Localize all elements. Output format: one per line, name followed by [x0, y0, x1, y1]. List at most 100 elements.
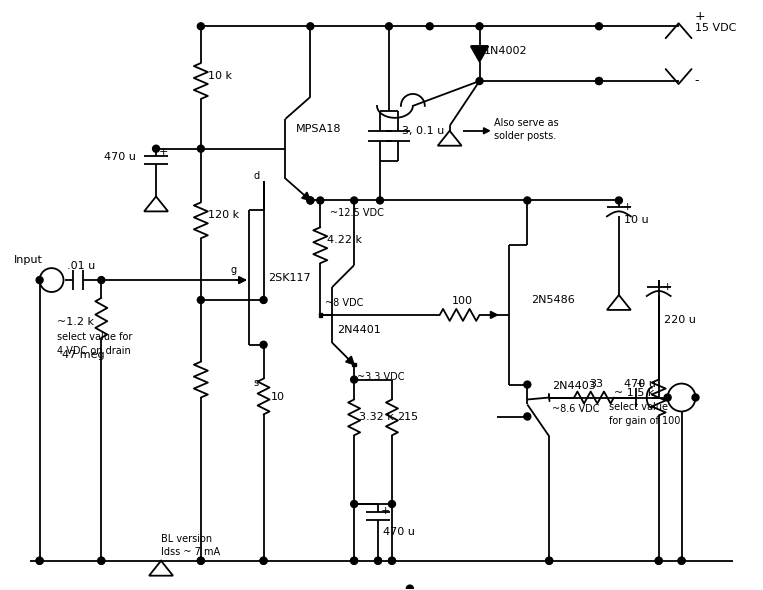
Circle shape — [307, 197, 314, 204]
Text: 10: 10 — [271, 392, 285, 402]
Circle shape — [546, 558, 552, 564]
Bar — [526, 416, 529, 419]
Text: 2N4401: 2N4401 — [337, 325, 381, 335]
Text: Also serve as: Also serve as — [494, 118, 559, 128]
Text: g: g — [230, 265, 237, 275]
Text: 2N4403: 2N4403 — [552, 381, 596, 391]
Circle shape — [678, 558, 685, 564]
Text: Input: Input — [14, 255, 43, 265]
Circle shape — [98, 558, 105, 564]
Circle shape — [307, 23, 314, 30]
Circle shape — [260, 297, 267, 303]
Text: 470 u: 470 u — [383, 527, 415, 537]
Text: ~3.3 VDC: ~3.3 VDC — [357, 372, 404, 382]
Text: 100: 100 — [452, 296, 472, 306]
Circle shape — [351, 376, 358, 383]
Circle shape — [153, 145, 159, 152]
Text: 1N4002: 1N4002 — [484, 46, 527, 56]
Text: select value for: select value for — [56, 332, 132, 342]
Text: d: d — [253, 171, 259, 181]
Text: +: + — [636, 379, 645, 389]
Circle shape — [524, 413, 531, 420]
Text: +: + — [381, 506, 391, 516]
Circle shape — [198, 558, 204, 564]
Circle shape — [388, 500, 395, 507]
Text: +: + — [663, 282, 672, 292]
Text: MPSA18: MPSA18 — [295, 124, 341, 134]
Text: 215: 215 — [397, 412, 418, 422]
Circle shape — [351, 500, 358, 507]
Circle shape — [595, 77, 603, 84]
Text: +: + — [623, 202, 633, 212]
Text: BL version: BL version — [161, 534, 212, 544]
Text: 10 u: 10 u — [624, 215, 649, 225]
Circle shape — [36, 558, 43, 564]
Circle shape — [375, 558, 382, 564]
Circle shape — [307, 197, 314, 204]
Bar — [353, 363, 356, 366]
Text: 470 u: 470 u — [105, 152, 136, 162]
Circle shape — [595, 77, 603, 84]
Text: .01 u: .01 u — [67, 261, 95, 271]
Circle shape — [260, 558, 267, 564]
Text: 15 VDC: 15 VDC — [694, 23, 736, 33]
Circle shape — [388, 558, 395, 564]
Circle shape — [616, 197, 623, 204]
Circle shape — [427, 23, 433, 30]
Circle shape — [198, 558, 204, 564]
Circle shape — [198, 145, 204, 152]
Text: 3.32 k: 3.32 k — [359, 412, 394, 422]
Text: 47 meg: 47 meg — [62, 350, 104, 360]
Circle shape — [524, 381, 531, 388]
Text: 4 VDC on drain: 4 VDC on drain — [56, 346, 130, 356]
Circle shape — [351, 558, 358, 564]
Circle shape — [98, 277, 105, 284]
Text: ~8.6 VDC: ~8.6 VDC — [552, 405, 600, 414]
Circle shape — [664, 394, 671, 401]
Circle shape — [692, 394, 699, 401]
Polygon shape — [491, 312, 497, 319]
Circle shape — [546, 558, 552, 564]
Polygon shape — [484, 128, 490, 134]
Circle shape — [98, 558, 105, 564]
Circle shape — [198, 23, 204, 30]
Text: s: s — [253, 378, 259, 388]
Text: 120 k: 120 k — [208, 211, 239, 221]
Text: 2SK117: 2SK117 — [269, 273, 311, 283]
Text: 3, 0.1 u: 3, 0.1 u — [402, 126, 444, 136]
Text: for gain of 100: for gain of 100 — [609, 417, 681, 427]
Circle shape — [476, 77, 483, 84]
Polygon shape — [346, 356, 354, 365]
Circle shape — [595, 23, 603, 30]
Text: solder posts.: solder posts. — [494, 131, 557, 141]
Text: ~8 VDC: ~8 VDC — [325, 298, 364, 308]
Circle shape — [36, 558, 43, 564]
Text: ~12.5 VDC: ~12.5 VDC — [330, 208, 384, 218]
Circle shape — [476, 23, 483, 30]
Circle shape — [260, 341, 267, 348]
Circle shape — [388, 558, 395, 564]
Circle shape — [198, 297, 204, 303]
Text: ~ 1.5 k: ~ 1.5 k — [614, 388, 655, 398]
Circle shape — [351, 558, 358, 564]
Circle shape — [655, 558, 662, 564]
Text: 10 k: 10 k — [208, 71, 232, 81]
Circle shape — [317, 197, 324, 204]
Text: +: + — [694, 10, 705, 23]
Bar — [318, 313, 322, 317]
Text: ~1.2 k: ~1.2 k — [56, 317, 94, 327]
Text: 470 u: 470 u — [624, 379, 655, 389]
Polygon shape — [239, 277, 246, 284]
Circle shape — [524, 197, 531, 204]
Polygon shape — [471, 46, 488, 62]
Circle shape — [36, 277, 43, 284]
Circle shape — [376, 197, 384, 204]
Polygon shape — [301, 192, 311, 201]
Circle shape — [260, 558, 267, 564]
Circle shape — [407, 585, 414, 590]
Text: 4.22 k: 4.22 k — [327, 235, 362, 245]
Text: 33: 33 — [589, 379, 603, 389]
Text: 220 u: 220 u — [664, 315, 696, 325]
Text: +: + — [159, 147, 169, 157]
Circle shape — [385, 23, 392, 30]
